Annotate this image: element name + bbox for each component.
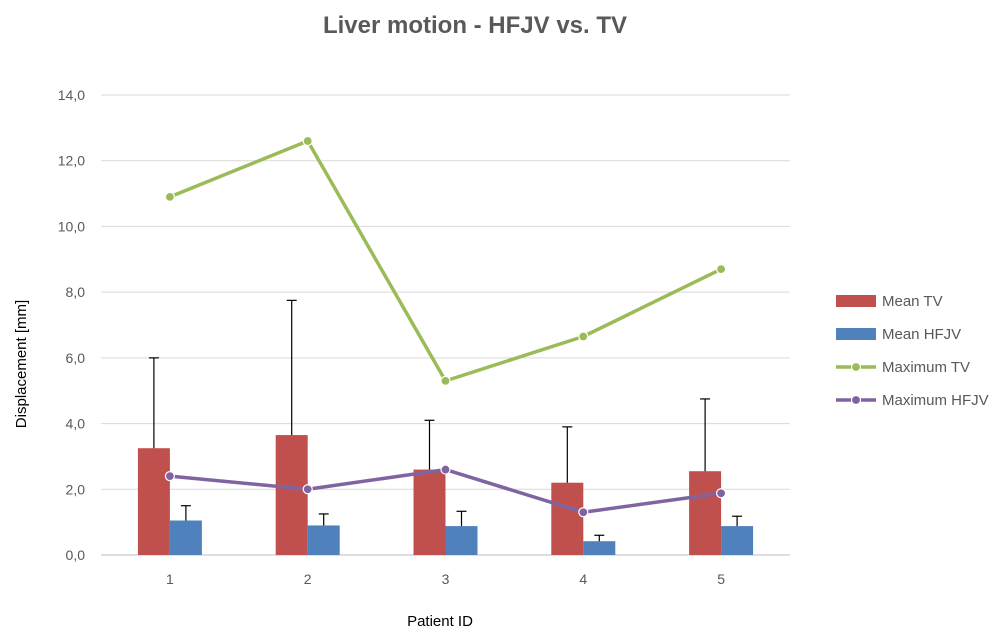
point-maximum-tv xyxy=(164,191,175,202)
y-tick-label: 6,0 xyxy=(66,350,86,366)
y-tick-label: 10,0 xyxy=(58,218,85,234)
bar-mean-tv xyxy=(551,482,584,555)
point-maximum-hfjv xyxy=(715,488,727,499)
legend-marker xyxy=(850,361,862,373)
y-axis-title: Displacement [mm] xyxy=(13,300,30,428)
legend-swatch xyxy=(836,295,876,307)
point-maximum-hfjv xyxy=(578,507,589,518)
y-tick-label: 0,0 xyxy=(66,547,86,563)
point-maximum-hfjv xyxy=(302,484,313,495)
x-axis-title: Patient ID xyxy=(407,613,473,630)
x-axis-ticks: 1 2 3 4 5 xyxy=(166,571,725,587)
line-maximum-tv xyxy=(169,139,722,383)
bar-mean-hfjv xyxy=(583,541,616,555)
legend-label: Mean TV xyxy=(882,293,943,310)
y-tick-label: 8,0 xyxy=(66,284,86,300)
bar-mean-hfjv xyxy=(307,525,340,555)
y-tick-label: 4,0 xyxy=(66,416,86,432)
point-maximum-hfjv xyxy=(440,464,451,475)
y-tick-label: 14,0 xyxy=(58,87,85,103)
chart-title: Liver motion - HFJV vs. TV xyxy=(323,12,627,39)
bar-mean-hfjv xyxy=(445,526,478,555)
x-tick-label: 4 xyxy=(579,571,587,587)
x-tick-label: 3 xyxy=(442,571,450,587)
legend: Mean TV Mean HFJV Maximum TV Maximum HFJV xyxy=(836,293,989,409)
y-axis-ticks: 0,0 2,0 4,0 6,0 8,0 10,0 12,0 14,0 xyxy=(58,87,85,563)
series-lines xyxy=(164,135,727,518)
legend-marker xyxy=(850,394,862,406)
bar-mean-tv xyxy=(275,435,308,555)
point-maximum-tv xyxy=(440,375,451,386)
x-tick-label: 1 xyxy=(166,571,174,587)
bar-mean-hfjv xyxy=(721,526,754,555)
y-tick-label: 2,0 xyxy=(66,481,86,497)
bar-mean-tv xyxy=(689,471,722,555)
point-maximum-tv xyxy=(302,135,313,147)
point-maximum-hfjv xyxy=(164,471,175,482)
bar-mean-tv xyxy=(413,469,446,555)
bar-mean-tv xyxy=(137,448,170,555)
x-tick-label: 2 xyxy=(304,571,312,587)
point-maximum-tv xyxy=(715,264,727,275)
legend-label: Maximum TV xyxy=(882,359,970,376)
bar-mean-hfjv xyxy=(169,520,202,555)
bars xyxy=(137,435,754,555)
legend-label: Maximum HFJV xyxy=(882,392,989,409)
x-tick-label: 5 xyxy=(717,571,725,587)
legend-label: Mean HFJV xyxy=(882,326,961,343)
legend-swatch xyxy=(836,328,876,340)
error-bars xyxy=(148,299,743,542)
point-maximum-tv xyxy=(578,331,589,342)
y-tick-label: 12,0 xyxy=(58,153,85,169)
